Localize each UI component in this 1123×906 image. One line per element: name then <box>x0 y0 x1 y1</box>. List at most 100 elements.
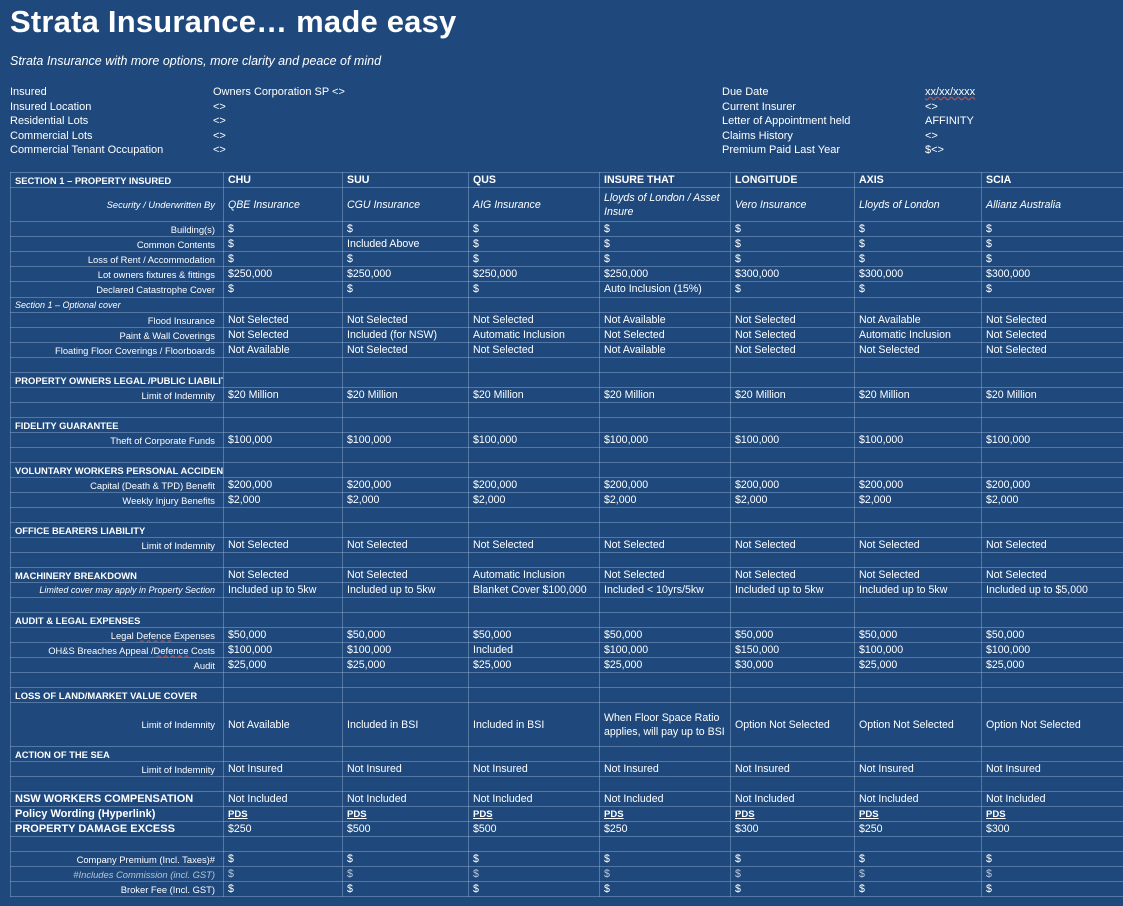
value-cell: Not Selected <box>981 312 1123 328</box>
pds-link[interactable]: PDS <box>342 806 469 822</box>
empty-cell <box>468 746 600 762</box>
empty-cell <box>981 297 1123 313</box>
empty-cell <box>599 746 731 762</box>
empty-cell <box>854 297 982 313</box>
empty-cell <box>10 507 224 523</box>
label-text: Defence <box>136 629 172 641</box>
value-cell: $200,000 <box>223 477 343 493</box>
value-cell: $ <box>854 881 982 897</box>
table-row: Floating Floor Coverings / Floorboards No… <box>10 342 1123 358</box>
pds-link[interactable]: PDS <box>599 806 731 822</box>
empty-cell <box>599 687 731 703</box>
value-cell: Not Selected <box>730 537 855 553</box>
empty-cell <box>223 402 343 418</box>
row-label: Capital (Death & TPD) Benefit <box>10 477 224 493</box>
value-cell: $100,000 <box>854 432 982 448</box>
row-label: Limit of Indemnity <box>10 387 224 403</box>
row-label: #Includes Commission (incl. GST) <box>10 866 224 882</box>
value-cell: CGU Insurance <box>342 187 469 222</box>
value-cell: $250,000 <box>468 266 600 282</box>
value-cell: Not Selected <box>223 312 343 328</box>
value-cell: Not Selected <box>854 537 982 553</box>
row-label: Common Contents <box>10 236 224 252</box>
value-cell: $20 Million <box>854 387 982 403</box>
table-row: #Includes Commission (incl. GST) $ $ $ $ $ $ $ <box>10 866 1123 882</box>
empty-cell <box>342 462 469 478</box>
empty-cell <box>981 447 1123 463</box>
pds-link[interactable]: PDS <box>223 806 343 822</box>
empty-cell <box>599 462 731 478</box>
empty-cell <box>468 552 600 568</box>
value-cell: Option Not Selected <box>730 702 855 747</box>
empty-cell <box>10 597 224 613</box>
left-info-labels: Insured Insured Location Residential Lot… <box>10 85 163 158</box>
value-cell: Not Available <box>854 312 982 328</box>
empty-cell <box>223 297 343 313</box>
empty-cell <box>342 522 469 538</box>
insured-location-label: Insured Location <box>10 100 92 113</box>
insured-value: Owners Corporation SP <> <box>213 86 345 98</box>
value-cell: $200,000 <box>854 477 982 493</box>
label-text: Legal <box>110 629 137 641</box>
pds-link[interactable]: PDS <box>854 806 982 822</box>
value-cell: $100,000 <box>854 642 982 658</box>
value-cell: $300 <box>981 821 1123 837</box>
empty-cell <box>981 507 1123 523</box>
table-row <box>10 836 1123 852</box>
value-cell: Included <box>468 642 600 658</box>
value-cell: $250 <box>854 821 982 837</box>
value-cell: Lloyds of London <box>854 187 982 222</box>
value-cell: $ <box>342 866 469 882</box>
value-cell: Lloyds of London / Asset Insure <box>599 187 731 222</box>
row-label: Limit of Indemnity <box>10 702 224 747</box>
empty-cell <box>599 597 731 613</box>
value-cell: $300,000 <box>981 266 1123 282</box>
value-cell: Not Available <box>599 312 731 328</box>
value-cell: Included < 10yrs/5kw <box>599 582 731 598</box>
empty-cell <box>223 552 343 568</box>
table-row: Limit of Indemnity $20 Million $20 Million… <box>10 387 1123 403</box>
value-cell: $2,000 <box>342 492 469 508</box>
empty-cell <box>599 447 731 463</box>
empty-cell <box>223 447 343 463</box>
empty-cell <box>981 597 1123 613</box>
letter-appointment-value: AFFINITY <box>925 115 974 127</box>
row-label: Paint & Wall Coverings <box>10 327 224 343</box>
value-cell: $20 Million <box>342 387 469 403</box>
empty-cell <box>730 687 855 703</box>
empty-cell <box>730 746 855 762</box>
value-cell: $25,000 <box>599 657 731 673</box>
value-cell: $ <box>468 851 600 867</box>
row-label: Section 1 – Optional cover <box>10 297 224 313</box>
value-cell: $ <box>730 236 855 252</box>
pds-link[interactable]: PDS <box>468 806 600 822</box>
value-cell: Not Included <box>599 791 731 807</box>
table-row: OH&S Breaches Appeal /Defence Costs $100,… <box>10 642 1123 658</box>
value-cell: Not Selected <box>854 342 982 358</box>
value-cell: Not Selected <box>981 327 1123 343</box>
value-cell: $ <box>599 221 731 237</box>
empty-cell <box>981 776 1123 792</box>
empty-cell <box>342 357 469 373</box>
empty-cell <box>223 746 343 762</box>
value-cell: $50,000 <box>342 627 469 643</box>
insurer-header: SCIA <box>981 172 1123 188</box>
row-label: PROPERTY DAMAGE EXCESS <box>10 821 224 837</box>
pds-link[interactable]: PDS <box>730 806 855 822</box>
empty-cell <box>10 447 224 463</box>
pds-link[interactable]: PDS <box>981 806 1123 822</box>
value-cell: Not Selected <box>730 567 855 583</box>
value-cell: $25,000 <box>223 657 343 673</box>
value-cell: Not Insured <box>981 761 1123 777</box>
empty-cell <box>854 357 982 373</box>
value-cell: Included (for NSW) <box>342 327 469 343</box>
value-cell: Not Available <box>223 702 343 747</box>
value-cell: $ <box>599 851 731 867</box>
empty-cell <box>468 402 600 418</box>
empty-cell <box>730 597 855 613</box>
empty-cell <box>981 612 1123 628</box>
empty-cell <box>468 776 600 792</box>
value-cell: $ <box>981 866 1123 882</box>
row-label: ACTION OF THE SEA <box>10 746 224 762</box>
label-text: Expenses <box>171 629 215 641</box>
